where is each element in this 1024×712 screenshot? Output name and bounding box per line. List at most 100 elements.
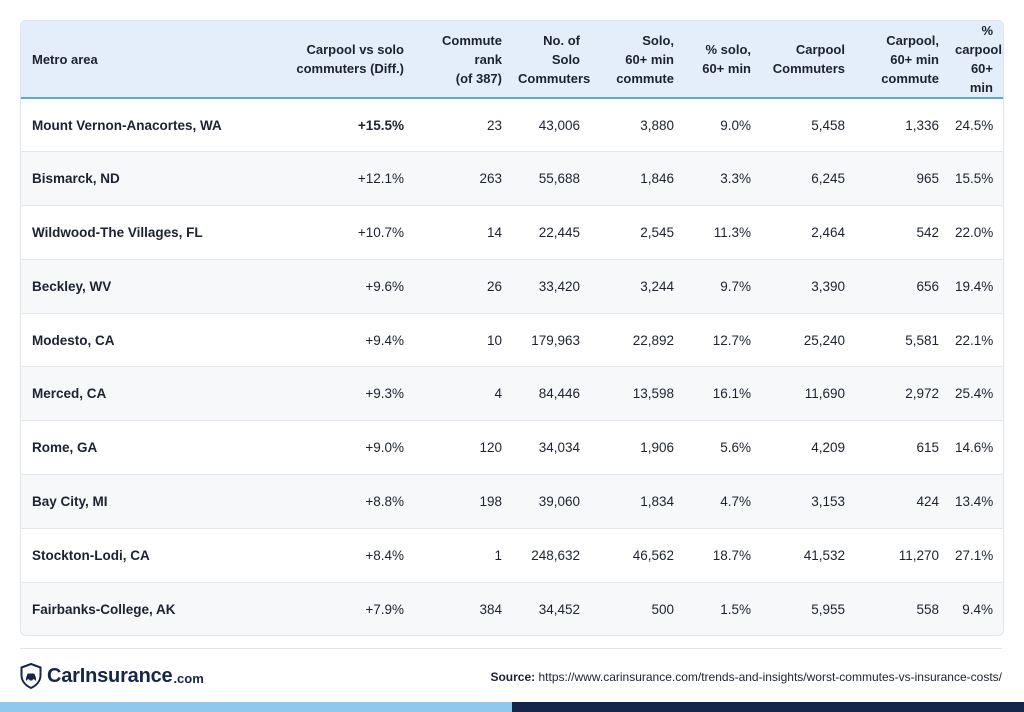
commute-table-card: Metro area Carpool vs solo commuters (Diff…: [20, 20, 1004, 636]
column-header-line: Solo,: [642, 32, 674, 48]
column-header-line: Carpool: [795, 42, 845, 57]
table-cell: 3,153: [761, 474, 855, 529]
table-cell: 11,690: [761, 366, 855, 422]
metro-area-cell: Bismarck, ND: [21, 151, 266, 207]
table-cell: 9.7%: [684, 259, 761, 314]
table-cell: +8.4%: [266, 528, 414, 583]
table-cell: 4.7%: [684, 474, 761, 529]
table-cell: 2,464: [761, 205, 855, 260]
table-cell: +9.4%: [266, 313, 414, 368]
table-cell: +10.7%: [266, 205, 414, 260]
table-cell: 3,244: [590, 259, 684, 314]
column-header-line: 60+ min: [625, 51, 674, 67]
table-cell: 22,892: [590, 313, 684, 368]
table-cell: 14: [414, 205, 512, 260]
table-cell: 5,458: [761, 98, 855, 153]
column-header-line: 60+ min: [969, 61, 993, 95]
table-row: Bay City, MI +8.8% 198 39,060 1,834 4.7% 3,153…: [21, 474, 1003, 529]
table-cell: 179,963: [512, 313, 590, 368]
brand-bar-light: [0, 702, 512, 712]
table-row: Merced, CA +9.3% 4 84,446 13,598 16.1% 11,690 2…: [21, 366, 1003, 422]
source-citation: Source: https://www.carinsurance.com/tre…: [490, 670, 1002, 684]
table-cell: 23: [414, 98, 512, 153]
table-cell: 13,598: [590, 366, 684, 422]
table-cell: 248,632: [512, 528, 590, 583]
table-cell: 34,034: [512, 420, 590, 476]
column-header-line: Commuters: [772, 61, 845, 76]
column-header-line: Carpool vs solo: [306, 42, 404, 57]
table-cell: 500: [651, 601, 674, 617]
table-cell: 615: [855, 420, 949, 476]
table-cell: 11.3%: [684, 205, 761, 260]
table-cell: 3.3%: [684, 151, 761, 207]
table-cell: 24.5%: [949, 98, 1003, 153]
table-cell: 2,972: [855, 366, 949, 422]
table-cell: 10: [414, 313, 512, 368]
table-cell: 22.0%: [949, 205, 1003, 260]
table-cell: 11,270: [855, 528, 949, 583]
table-cell: +8.8%: [266, 474, 414, 529]
table-cell: 84,446: [512, 366, 590, 422]
column-header-line: rank: [474, 51, 502, 67]
table-cell: 22,445: [512, 205, 590, 260]
table-cell: 19.4%: [949, 259, 1003, 314]
column-header: Carpool, 60+ min commute: [855, 21, 949, 99]
source-label: Source:: [490, 670, 536, 684]
column-header-line: Commute: [442, 32, 502, 48]
column-header-line: Commuters: [518, 70, 591, 86]
table-body: Mount Vernon-Anacortes, WA +15.5% 23 43,006…: [21, 98, 1003, 635]
footer: CarInsurance .com Source: https://www.ca…: [20, 660, 1002, 694]
table-cell: +9.0%: [266, 420, 414, 476]
column-header: % carpool, 60+ min: [949, 21, 1004, 99]
table-cell: 34,452: [538, 601, 580, 617]
table-cell: 25.4%: [949, 366, 1003, 422]
shield-car-icon: [20, 663, 42, 689]
column-header: % solo, 60+ min: [684, 21, 761, 99]
table-cell: 18.7%: [684, 528, 761, 583]
metro-area-cell: Mount Vernon-Anacortes, WA: [21, 98, 266, 153]
column-header: No. of Solo Commuters: [512, 21, 591, 99]
table-cell: 5.6%: [684, 420, 761, 476]
table-cell: 542: [855, 205, 949, 260]
table-cell: 3,390: [761, 259, 855, 314]
table-row: Wildwood-The Villages, FL +10.7% 14 22,445 2…: [21, 205, 1003, 260]
table-cell: 12.7%: [684, 313, 761, 368]
table-cell: 39,060: [512, 474, 590, 529]
table-row: Stockton-Lodi, CA +8.4% 1 248,632 46,562 18.7…: [21, 528, 1003, 583]
table-cell: 384: [479, 601, 502, 617]
column-header-line: No. of Solo: [543, 32, 580, 67]
column-header: Carpool Commuters: [761, 21, 855, 99]
column-header-line: Metro area: [32, 51, 98, 67]
table-cell: 55,688: [512, 151, 590, 207]
metro-area-cell: Fairbanks-College, AK: [32, 601, 176, 617]
table-cell: 1,846: [590, 151, 684, 207]
table-cell: 3,880: [590, 98, 684, 153]
metro-area-cell: Beckley, WV: [21, 259, 266, 314]
metro-area-cell: Wildwood-The Villages, FL: [21, 205, 266, 260]
table-cell: 6,245: [761, 151, 855, 207]
table-row: Bismarck, ND +12.1% 263 55,688 1,846 3.3% 6,24…: [21, 151, 1003, 207]
table-cell: 13.4%: [949, 474, 1003, 529]
metro-area-cell: Stockton-Lodi, CA: [21, 528, 266, 583]
table-cell: +15.5%: [266, 98, 414, 153]
column-header-line: (of 387): [455, 70, 502, 86]
source-url-link[interactable]: https://www.carinsurance.com/trends-and-…: [538, 670, 1003, 684]
table-cell: 4,209: [761, 420, 855, 476]
column-header-line: commute: [881, 70, 939, 86]
table-cell: 198: [414, 474, 512, 529]
table-cell: 558: [916, 601, 939, 617]
table-cell: 5,581: [855, 313, 949, 368]
metro-area-cell: Modesto, CA: [21, 313, 266, 368]
table-cell: 1: [414, 528, 512, 583]
table-cell: 263: [414, 151, 512, 207]
column-header: Solo, 60+ min commute: [590, 21, 684, 99]
table-cell: +9.3%: [266, 366, 414, 422]
brand-logo[interactable]: CarInsurance .com: [20, 663, 204, 689]
table-cell: 25,240: [761, 313, 855, 368]
column-header-line: Carpool,: [886, 32, 939, 48]
table-cell: +9.6%: [266, 259, 414, 314]
column-header-line: carpool,: [955, 42, 1004, 57]
table-cell: 965: [855, 151, 949, 207]
table-cell: 22.1%: [949, 313, 1003, 368]
